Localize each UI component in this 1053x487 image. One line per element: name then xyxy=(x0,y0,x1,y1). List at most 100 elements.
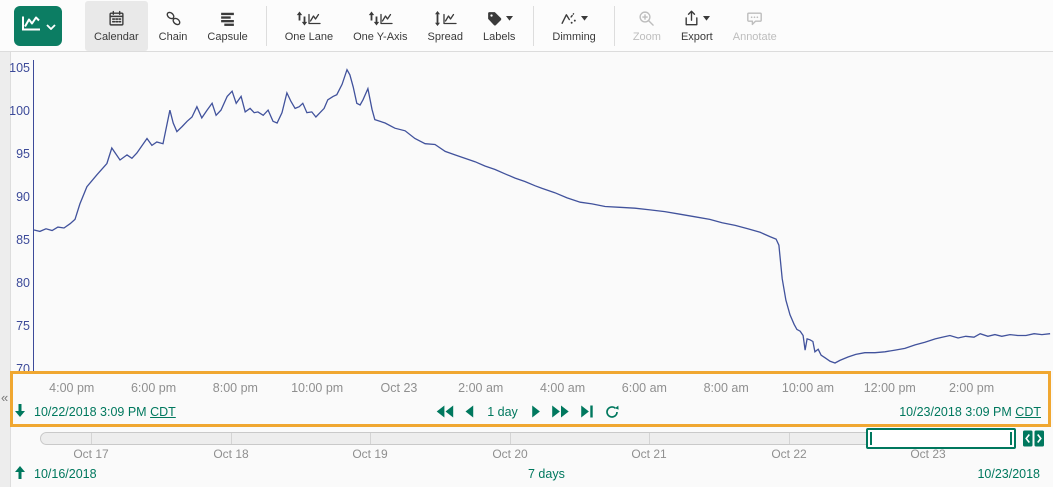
y-axis-tick-label: 80 xyxy=(16,275,30,290)
tool-calendar[interactable]: Calendar xyxy=(85,0,148,51)
x-axis-tick-label: 8:00 pm xyxy=(212,381,258,395)
timeline-day-tick xyxy=(789,433,790,444)
x-axis-tick-label: 6:00 am xyxy=(621,381,667,395)
timeline-day-tick xyxy=(370,433,371,444)
tool-label: Dimming xyxy=(552,30,596,43)
investigate-end-date[interactable]: 10/23/2018 xyxy=(977,466,1040,481)
selection-right-handle[interactable] xyxy=(1010,432,1012,445)
chevron-down-icon xyxy=(46,17,56,35)
timeline-day-label: Oct 20 xyxy=(492,447,528,461)
x-axis-tick-label: 10:00 pm xyxy=(291,381,344,395)
tool-label: Annotate xyxy=(732,30,777,43)
collapse-panel-chevron-icon[interactable]: « xyxy=(1,390,9,405)
one-y-axis-icon xyxy=(368,9,393,29)
range-step-controls: 1 day xyxy=(435,405,620,419)
range-start-timezone-link[interactable]: CDT xyxy=(150,404,176,419)
zoom-icon xyxy=(638,9,655,29)
trend-view-button[interactable] xyxy=(14,5,62,46)
tool-label: Spread xyxy=(427,30,463,43)
y-axis-tick-label: 95 xyxy=(16,146,30,161)
step-back-double-button[interactable] xyxy=(435,405,453,418)
range-end-label[interactable]: 10/23/2018 3:09 PM CDT xyxy=(899,405,1041,419)
timeline-day-label: Oct 23 xyxy=(910,447,946,461)
down-arrow-icon xyxy=(14,403,26,421)
investigate-start-group: 10/16/2018 xyxy=(14,465,97,483)
toolbar-separator xyxy=(613,5,615,46)
tool-labels[interactable]: Labels xyxy=(474,1,524,51)
auto-update-button[interactable] xyxy=(605,405,620,419)
range-start-datetime[interactable]: 10/22/2018 3:09 PM xyxy=(34,404,147,419)
step-to-now-button[interactable] xyxy=(581,405,594,418)
expand-range-button[interactable] xyxy=(1023,430,1044,447)
trend-chart[interactable] xyxy=(33,60,1053,372)
timeline-day-label: Oct 19 xyxy=(352,447,388,461)
one-lane-icon xyxy=(296,9,322,29)
up-arrow-icon xyxy=(14,465,26,483)
tool-export[interactable]: Export xyxy=(672,1,722,51)
timeline-day-label: Oct 18 xyxy=(213,447,249,461)
tool-label: One Y-Axis xyxy=(353,30,408,43)
dimming-icon xyxy=(560,9,589,29)
range-start-label[interactable]: 10/22/2018 3:09 PM CDT xyxy=(34,405,176,419)
y-axis-tick-label: 70 xyxy=(16,361,30,376)
timeline-day-label: Oct 21 xyxy=(631,447,667,461)
calendar-icon xyxy=(108,9,125,29)
tool-spread[interactable]: Spread xyxy=(419,1,472,51)
y-axis-tick-label: 100 xyxy=(9,103,30,118)
toolbar-separator xyxy=(533,5,535,46)
y-axis-tick-label: 75 xyxy=(16,318,30,333)
investigate-start-date[interactable]: 10/16/2018 xyxy=(34,466,97,481)
labels-icon xyxy=(486,9,513,29)
tool-chain[interactable]: Chain xyxy=(150,1,197,51)
toolbar-separator xyxy=(265,5,267,46)
timeline-day-label: Oct 22 xyxy=(771,447,807,461)
spread-icon xyxy=(434,9,457,29)
annotate-icon xyxy=(746,9,763,29)
x-axis-tick-label: 2:00 am xyxy=(458,381,504,395)
step-back-button[interactable] xyxy=(464,405,473,418)
tool-capsule[interactable]: Capsule xyxy=(198,1,256,51)
x-axis-tick-label: 10:00 am xyxy=(781,381,835,395)
y-axis-tick-label: 85 xyxy=(16,232,30,247)
range-start-group: 10/22/2018 3:09 PM CDT xyxy=(14,403,176,421)
selection-left-handle[interactable] xyxy=(870,432,872,445)
tool-dimming[interactable]: Dimming xyxy=(543,1,604,51)
tool-label: Labels xyxy=(482,30,516,43)
tool-label: One Lane xyxy=(284,30,334,43)
range-end-datetime[interactable]: 10/23/2018 3:09 PM xyxy=(899,404,1012,419)
signal-line[interactable] xyxy=(33,68,1051,364)
toolbar: Calendar Chain Capsule One Lane One Y-Axis Sp… xyxy=(0,0,1053,52)
tool-one-y-axis[interactable]: One Y-Axis xyxy=(344,1,416,51)
x-axis-tick-label: 8:00 am xyxy=(703,381,749,395)
step-forward-double-button[interactable] xyxy=(552,405,570,418)
tool-label: Capsule xyxy=(207,30,248,43)
timeline-day-tick xyxy=(510,433,511,444)
timeline-day-tick xyxy=(231,433,232,444)
chain-icon xyxy=(165,9,182,29)
display-range-row: 10/22/2018 3:09 PM CDT 1 day 10/23/2018 … xyxy=(14,399,1041,424)
investigate-range-row: 10/16/2018 7 days 10/23/2018 xyxy=(14,463,1040,484)
step-forward-button[interactable] xyxy=(532,405,541,418)
y-axis-tick-label: 90 xyxy=(16,189,30,204)
timeline-selection[interactable] xyxy=(866,428,1016,449)
range-end-group: 10/23/2018 3:09 PM CDT xyxy=(899,405,1041,419)
tool-label: Export xyxy=(680,30,713,43)
tool-label: Calendar xyxy=(94,30,139,43)
tool-annotate: Annotate xyxy=(724,1,786,51)
range-end-timezone-link[interactable]: CDT xyxy=(1015,404,1041,419)
x-axis-tick-label: 4:00 am xyxy=(539,381,586,395)
investigate-duration-label[interactable]: 7 days xyxy=(528,466,565,481)
left-panel-collapse-strip: « xyxy=(0,52,11,487)
timeline-day-label: Oct 17 xyxy=(73,447,109,461)
range-step-label[interactable]: 1 day xyxy=(487,404,518,419)
timeline-day-tick xyxy=(91,433,92,444)
capsule-icon xyxy=(219,9,236,29)
tool-label: Zoom xyxy=(632,30,661,43)
x-axis-tick-label: 12:00 pm xyxy=(863,381,916,395)
tool-one-lane[interactable]: One Lane xyxy=(276,1,342,51)
x-axis-tick-label: 6:00 pm xyxy=(130,381,177,395)
trend-view-icon xyxy=(20,15,42,37)
timeline-day-tick xyxy=(649,433,650,444)
y-axis-line xyxy=(33,60,34,372)
